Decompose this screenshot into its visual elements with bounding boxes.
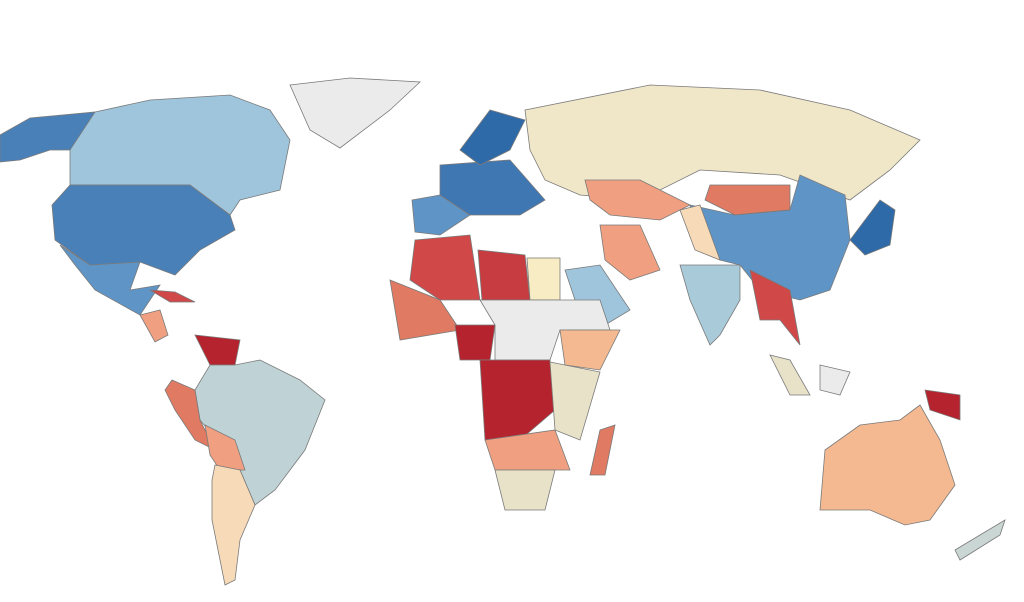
country [59,244,161,316]
country [549,361,601,441]
country [924,389,961,421]
country [559,329,621,371]
country [411,194,471,236]
country [819,364,851,396]
country [149,289,196,303]
country [769,354,811,396]
country [439,159,546,216]
country [819,404,956,526]
country [51,184,236,276]
country [526,257,561,301]
country [484,429,571,471]
country [139,309,169,343]
country [479,359,556,441]
country [679,264,741,346]
country [454,324,496,361]
country [479,299,611,361]
country [589,424,616,476]
country [564,264,631,326]
country [477,249,531,301]
country [584,179,691,221]
country [164,379,216,451]
country [494,469,556,511]
country [289,77,421,149]
country [211,464,256,586]
country [849,199,896,256]
country [749,269,801,346]
country [954,519,1006,561]
country [599,224,661,281]
country [679,204,721,261]
country [409,234,481,301]
country [459,109,526,166]
